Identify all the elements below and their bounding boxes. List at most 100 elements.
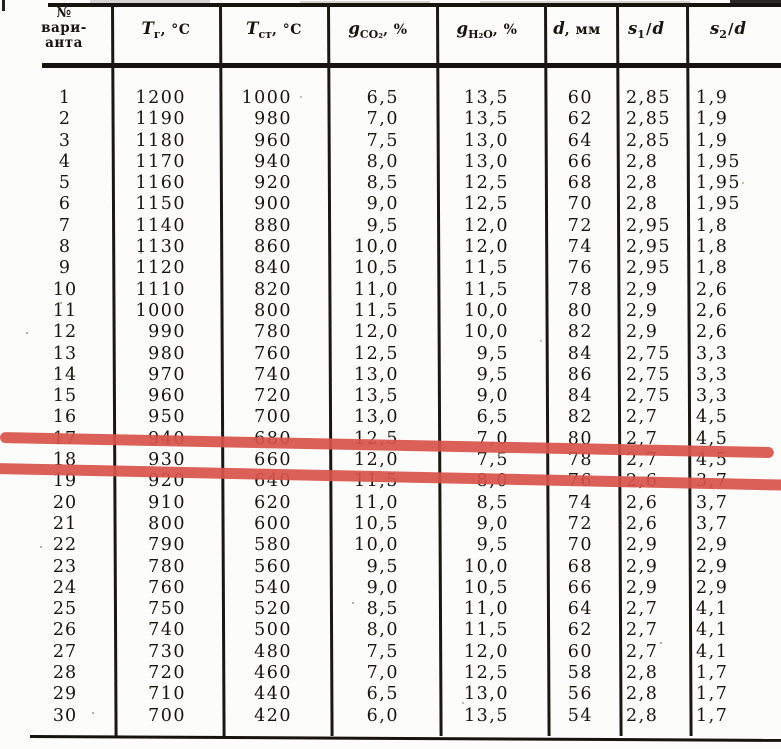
table-cell: 82 [567, 407, 593, 428]
table-cell: 10,0 [464, 556, 509, 577]
table-cell: 7,5 [366, 130, 399, 151]
table-cell: 12 [52, 322, 78, 343]
table-cell: 580 [254, 535, 292, 556]
table-row: 30 700 420 6,0 13,5 54 2,8 1,7 [0, 706, 781, 727]
table-cell: 740 [148, 620, 186, 641]
table-cell: 10,0 [464, 322, 509, 343]
table-row: 14 970 740 13,0 9,5 86 2,75 3,3 [0, 365, 781, 386]
table-cell: 11,5 [354, 300, 399, 321]
table-cell: 4,5 [696, 428, 729, 449]
table-cell: 1,8 [696, 215, 729, 236]
table-cell: 9,5 [476, 343, 509, 364]
table-cell: 7,5 [366, 641, 399, 662]
table-cell: 880 [254, 215, 292, 236]
header-text: H₂O [468, 28, 493, 41]
table-cell: 9,5 [476, 364, 509, 385]
table-cell: 6,5 [366, 88, 399, 108]
table-cell: 10,0 [354, 237, 399, 258]
table-row: 28 720 460 7,0 12,5 58 2,8 1,7 [0, 663, 781, 684]
table-cell: 460 [254, 663, 292, 684]
table-cell: 2,8 [626, 684, 659, 705]
table-cell: 7,0 [366, 663, 399, 684]
table-cell: 10,0 [464, 300, 509, 321]
table-cell: 66 [567, 151, 593, 172]
table-cell: 13,5 [464, 88, 509, 108]
table-cell: 72 [567, 513, 593, 534]
header-text: 1 [637, 28, 645, 41]
table-cell: 1,95 [696, 173, 741, 194]
table-cell: 760 [148, 577, 186, 598]
table-row: 20 910 620 11,0 8,5 74 2,6 3,7 [0, 493, 781, 514]
table-row: 3 1180 960 7,5 13,0 64 2,85 1,9 [0, 131, 781, 152]
table-cell: 600 [254, 513, 292, 534]
table-cell: 1110 [135, 279, 186, 300]
table-cell: 2,75 [626, 386, 671, 407]
table-cell: 8,5 [366, 173, 399, 194]
table-row: 27 730 480 7,5 12,0 60 2,7 4,1 [0, 642, 781, 663]
header-text: g [348, 19, 360, 38]
table-cell: 14 [52, 364, 78, 385]
header-text: , % [492, 22, 518, 38]
table-cell: 9,5 [476, 535, 509, 556]
column-header-1: Tг, °C [114, 19, 218, 41]
table-cell: 10,0 [354, 535, 399, 556]
table-cell: 2,6 [626, 492, 659, 513]
table-cell: 13,5 [354, 386, 399, 407]
table-cell: 84 [567, 343, 593, 364]
table-cell: 7,0 [366, 109, 399, 130]
table-cell: 1170 [135, 151, 186, 172]
table-cell: 1160 [135, 173, 186, 194]
table-cell: 440 [254, 684, 292, 705]
table-cell: 2,7 [626, 599, 659, 620]
table-cell: 2,9 [626, 300, 659, 321]
table-cell: 990 [148, 322, 186, 343]
table-row: 2 1190 980 7,0 13,5 62 2,85 1,9 [0, 109, 781, 130]
table-border-top [48, 3, 781, 7]
table-body: 1 1200 1000 6,5 13,5 60 2,85 1,9 2 1190 980 7,0 13,5… [0, 88, 781, 727]
table-cell: 9,0 [476, 513, 509, 534]
scan-noise [0, 0, 2, 2]
table-cell: 13 [52, 343, 78, 364]
table-cell: 13,0 [354, 407, 399, 428]
table-row: 24 760 540 9,0 10,5 66 2,9 2,9 [0, 578, 781, 599]
table-cell: 8 [58, 237, 72, 258]
table-cell: 8,0 [366, 151, 399, 172]
table-cell: 11,5 [464, 620, 509, 641]
table-cell: 480 [254, 641, 292, 662]
table-cell: 4,1 [696, 641, 729, 662]
table-cell: 8,5 [366, 599, 399, 620]
table-cell: 1,7 [696, 705, 729, 726]
table-cell: 2,8 [626, 663, 659, 684]
table-cell: 3,3 [696, 343, 729, 364]
table-cell: 1,95 [696, 194, 741, 215]
table-cell: 940 [254, 151, 292, 172]
table-cell: 2,9 [626, 535, 659, 556]
table-cell: 920 [254, 173, 292, 194]
table-cell: 1,7 [696, 663, 729, 684]
table-cell: 13,0 [464, 130, 509, 151]
header-text: вари- [41, 20, 87, 36]
table-cell: 6,5 [366, 684, 399, 705]
table-row: 22 790 580 10,0 9,5 70 2,9 2,9 [0, 535, 781, 556]
table-cell: 1,9 [696, 109, 729, 130]
table-cell: 800 [254, 300, 292, 321]
table-cell: 2,75 [626, 343, 671, 364]
table-cell: 64 [567, 599, 593, 620]
table-cell: 560 [254, 556, 292, 577]
table-cell: 12,5 [464, 663, 509, 684]
table-cell: 68 [567, 556, 593, 577]
header-text: s [628, 19, 638, 38]
table-cell: 8,0 [366, 620, 399, 641]
table-cell: 760 [254, 343, 292, 364]
table-cell: 980 [148, 343, 186, 364]
table-cell: 6,0 [366, 705, 399, 726]
table-cell: 740 [254, 364, 292, 385]
table-cell: 660 [254, 450, 292, 471]
table-cell: 8,5 [476, 492, 509, 513]
table-cell: 7 [58, 215, 72, 236]
table-cell: 2,6 [626, 513, 659, 534]
table-cell: 1,9 [696, 88, 729, 108]
table-cell: 1000 [135, 300, 186, 321]
table-cell: 13,0 [464, 151, 509, 172]
table-cell: 68 [567, 173, 593, 194]
